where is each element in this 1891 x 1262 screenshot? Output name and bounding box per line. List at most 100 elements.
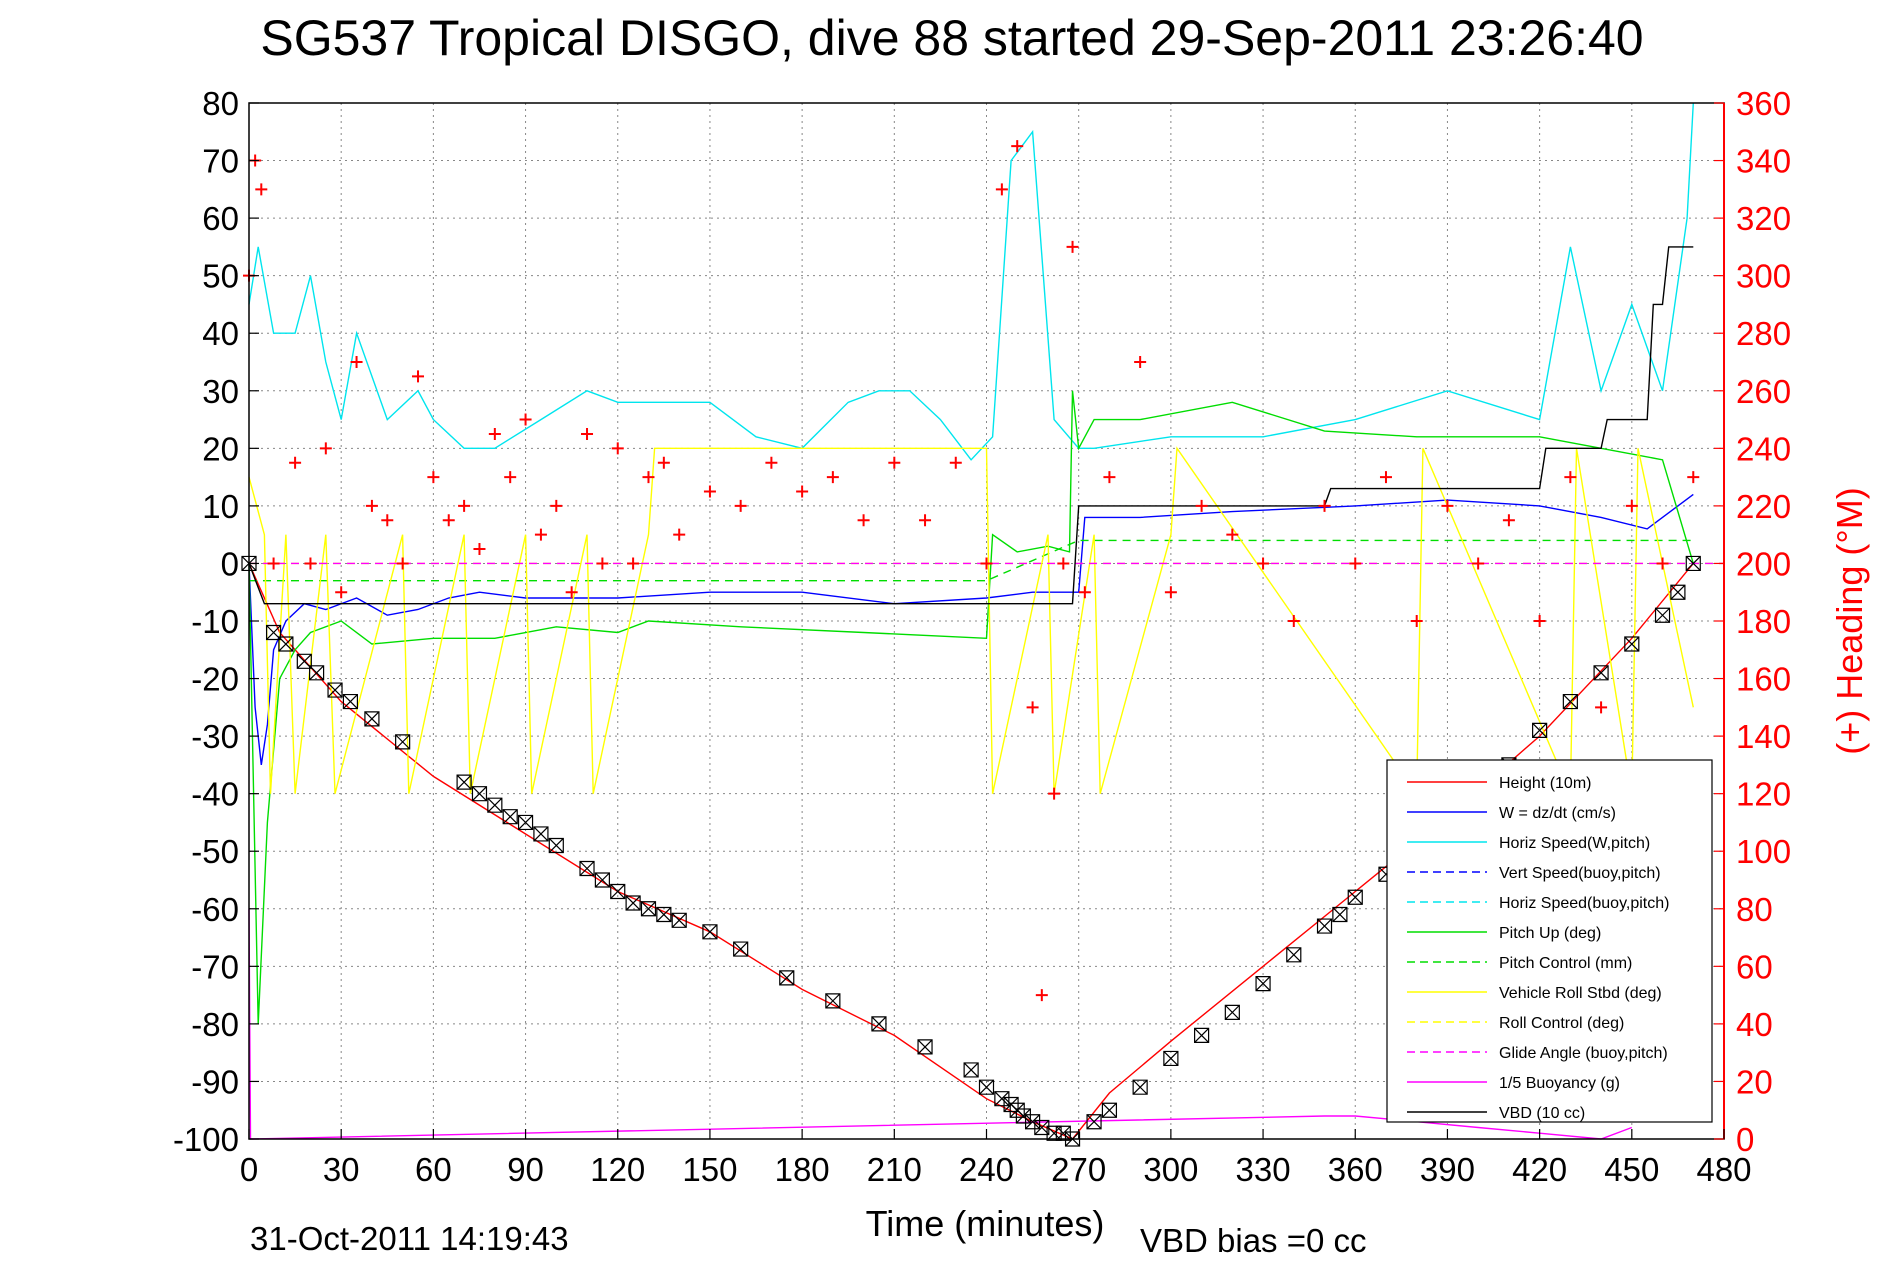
height-marker (1654, 607, 1671, 623)
heading-marker (980, 557, 993, 570)
tick-label-left: 40 (202, 315, 239, 352)
height-marker (364, 711, 380, 727)
y-axis-right-label: (+) Heading (°M) (1829, 487, 1870, 754)
heading-marker (1026, 701, 1039, 714)
heading-marker (1502, 514, 1515, 527)
height-marker (1055, 1125, 1071, 1141)
tick-label-left: -40 (191, 776, 239, 813)
tick-label-left: 30 (202, 373, 239, 410)
legend-label: Roll Control (deg) (1499, 1015, 1624, 1032)
heading-marker (381, 514, 394, 527)
series-vbd-10-cc (248, 246, 1694, 605)
heading-marker (734, 499, 747, 512)
legend-label: 1/5 Buoyancy (g) (1499, 1075, 1620, 1092)
x-axis-label: Time (minutes) (866, 1203, 1105, 1244)
legend-label: Vehicle Roll Stbd (deg) (1499, 985, 1662, 1002)
y-axis-left: -100-90-80-70-60-50-40-30-20-10010203040… (173, 85, 259, 1158)
tick-label-left: 50 (202, 258, 239, 295)
legend-label: Vert Speed(buoy,pitch) (1499, 865, 1661, 882)
height-marker (502, 809, 518, 825)
legend-label: W = dz/dt (cm/s) (1499, 805, 1616, 822)
tick-label-x: 120 (590, 1151, 645, 1188)
height-marker (487, 797, 503, 813)
tick-label-x: 150 (682, 1151, 737, 1188)
height-marker (671, 912, 687, 928)
height-marker (978, 1079, 995, 1095)
height-marker (342, 693, 359, 710)
tick-label-left: 10 (202, 488, 239, 525)
height-marker (1562, 693, 1578, 710)
heading-marker (642, 471, 655, 484)
heading-marker (581, 427, 594, 440)
heading-marker (1595, 701, 1608, 714)
height-marker (471, 786, 488, 802)
height-marker (1194, 1027, 1210, 1043)
series-vehicle-roll-stbd-deg (248, 446, 1694, 796)
height-marker (702, 924, 718, 940)
heading-marker (427, 471, 440, 484)
height-marker (1685, 555, 1701, 572)
height-marker (917, 1039, 933, 1055)
tick-label-x: 480 (1696, 1151, 1751, 1188)
tick-label-x: 360 (1328, 1151, 1383, 1188)
height-marker (963, 1062, 979, 1078)
height-marker (533, 826, 549, 842)
height-marker (395, 734, 411, 750)
heading-marker (1318, 499, 1331, 512)
legend-label: Horiz Speed(W,pitch) (1499, 835, 1650, 852)
heading-marker (1472, 557, 1485, 570)
height-marker (456, 774, 472, 790)
heading-marker (1441, 499, 1454, 512)
height-marker (1624, 636, 1640, 652)
heading-marker (565, 586, 578, 599)
legend-label: VBD (10 cc) (1499, 1105, 1585, 1122)
heading-marker (458, 499, 471, 512)
height-marker (1332, 906, 1348, 923)
heading-marker (1564, 471, 1577, 484)
tick-label-left: -100 (173, 1121, 239, 1158)
height-marker (548, 837, 564, 854)
height-marker (779, 970, 795, 986)
legend-items: Height (10m) W = dz/dt (cm/s) Horiz Speed(… (1407, 775, 1669, 1122)
height-marker (1316, 918, 1333, 934)
tick-label-right: 280 (1736, 315, 1791, 352)
heading-marker (1048, 787, 1061, 800)
height-marker (994, 1091, 1010, 1107)
legend-label: Pitch Control (mm) (1499, 955, 1632, 972)
legend-label: Height (10m) (1499, 775, 1591, 792)
tick-label-right: 120 (1736, 776, 1791, 813)
heading-marker (765, 456, 778, 469)
heading-marker (396, 557, 409, 570)
tick-label-x: 270 (1051, 1151, 1106, 1188)
tick-label-x: 300 (1143, 1151, 1198, 1188)
height-marker (733, 941, 749, 957)
height-marker (1086, 1114, 1102, 1130)
height-marker (1034, 1119, 1050, 1136)
tick-label-right: 320 (1736, 200, 1791, 237)
heading-marker (534, 528, 547, 541)
height-marker (1024, 1114, 1041, 1130)
heading-marker (335, 586, 348, 599)
tick-label-right: 180 (1736, 603, 1791, 640)
height-marker (1255, 976, 1271, 992)
tick-label-right: 20 (1736, 1063, 1773, 1100)
tick-label-left: 80 (202, 85, 239, 122)
tick-label-right: 160 (1736, 661, 1791, 698)
heading-marker (1035, 989, 1048, 1002)
series-w-dz-dt-cm-s (248, 493, 1694, 766)
tick-label-right: 360 (1736, 85, 1791, 122)
tick-label-x: 330 (1236, 1151, 1291, 1188)
heading-marker (1687, 471, 1700, 484)
height-marker (1015, 1108, 1031, 1124)
height-marker (656, 906, 672, 923)
tick-label-x: 90 (507, 1151, 544, 1188)
tick-label-left: -30 (191, 718, 239, 755)
heading-marker (857, 514, 870, 527)
legend-box (1386, 759, 1713, 1123)
tick-label-left: -20 (191, 661, 239, 698)
footer-timestamp: 31-Oct-2011 14:19:43 (250, 1220, 569, 1257)
series-horiz-speed-w-pitch (248, 102, 1694, 461)
legend-label: Horiz Speed(buoy,pitch) (1499, 895, 1669, 912)
tick-label-right: 260 (1736, 373, 1791, 410)
